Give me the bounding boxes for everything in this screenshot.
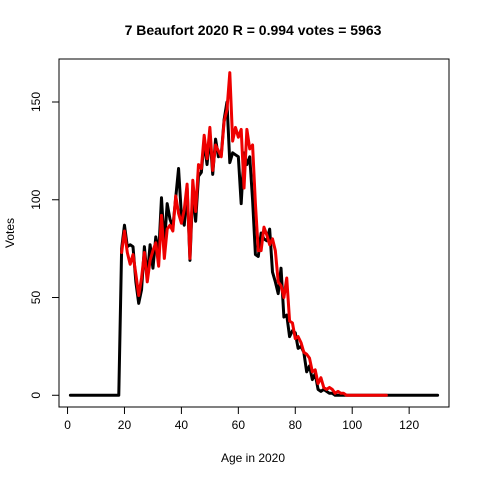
- chart-title: 7 Beaufort 2020 R = 0.994 votes = 5963: [125, 22, 382, 38]
- x-tick-label: 20: [118, 418, 132, 432]
- x-tick-label: 100: [342, 418, 362, 432]
- x-tick-label: 60: [232, 418, 246, 432]
- y-axis: 0 50 100 150: [29, 92, 60, 399]
- y-axis-label: Votes: [3, 218, 17, 248]
- x-axis: 0 20 40 60 80 100 120: [64, 406, 419, 432]
- series-line-predicted: [120, 71, 388, 397]
- y-tick-label: 100: [29, 189, 43, 209]
- y-tick-label: 0: [29, 392, 43, 399]
- series-layer: [68, 71, 440, 397]
- x-tick-label: 0: [64, 418, 71, 432]
- x-tick-label: 40: [175, 418, 189, 432]
- x-tick-label: 80: [289, 418, 303, 432]
- x-tick-label: 120: [399, 418, 419, 432]
- x-axis-label: Age in 2020: [221, 451, 285, 465]
- y-tick-label: 50: [29, 291, 43, 305]
- y-tick-label: 150: [29, 92, 43, 112]
